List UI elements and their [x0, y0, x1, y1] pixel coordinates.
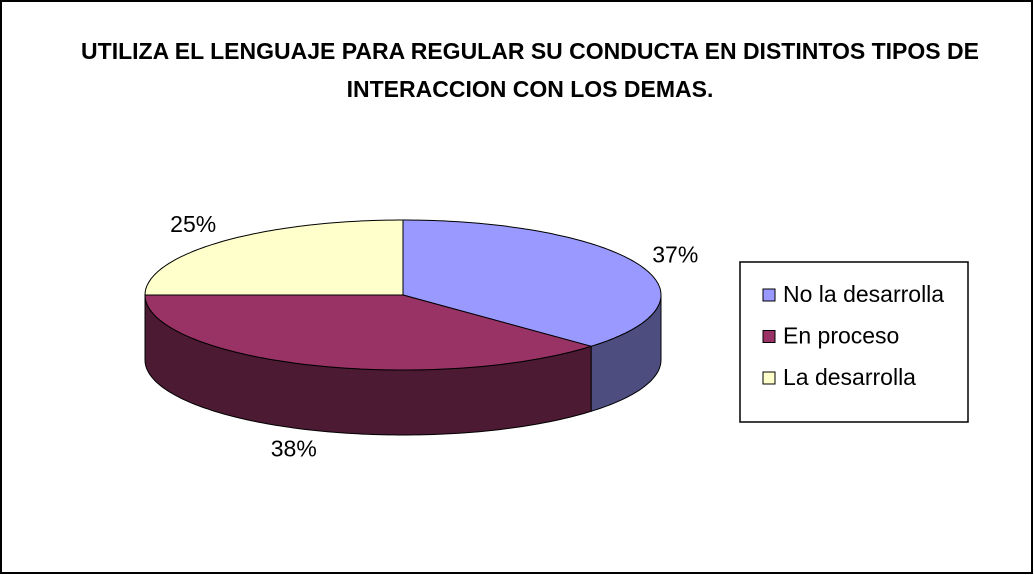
data-label: 25% — [170, 211, 216, 237]
legend-swatch — [762, 371, 776, 385]
data-label: 37% — [652, 241, 698, 267]
legend-swatch — [762, 288, 776, 302]
legend-swatch — [762, 330, 776, 343]
slice — [402, 219, 662, 347]
slice — [144, 219, 404, 296]
legend-box — [739, 261, 969, 423]
legend-label: No la desarrolla — [783, 281, 944, 307]
legend-label: La desarrolla — [783, 364, 916, 390]
legend-label: En proceso — [783, 323, 899, 349]
data-label: 38% — [271, 436, 317, 462]
chart-title: UTILIZA EL LENGUAJE PARA REGULAR SU COND… — [81, 38, 979, 102]
slice — [144, 294, 593, 371]
